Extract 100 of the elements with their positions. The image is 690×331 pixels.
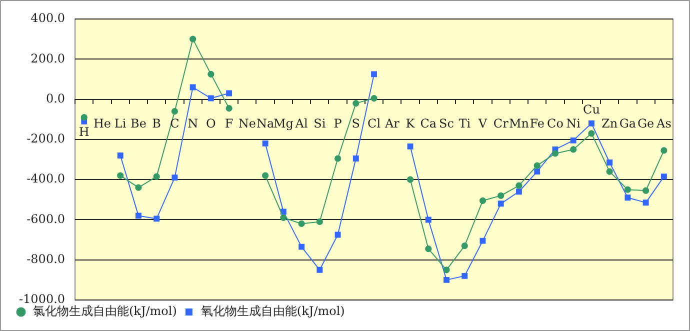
point xyxy=(444,276,450,283)
x-tick-label: Ge xyxy=(637,116,654,130)
x-tick-label: Be xyxy=(130,116,146,130)
y-tick-label: -400.0 xyxy=(26,172,66,186)
point xyxy=(425,216,432,223)
x-tick-label: Ni xyxy=(566,116,581,130)
x-tick-label: As xyxy=(656,116,672,130)
point xyxy=(425,246,432,252)
point xyxy=(479,197,486,204)
x-tick-label: V xyxy=(477,116,488,130)
x-tick-label: F xyxy=(224,116,234,130)
point xyxy=(316,266,323,273)
x-tick-label: S xyxy=(352,116,360,130)
x-tick-label: Al xyxy=(294,116,308,130)
point xyxy=(516,182,522,189)
y-tick-label: 400.0 xyxy=(30,11,66,26)
point xyxy=(624,186,631,193)
x-tick-label: Ti xyxy=(458,116,471,130)
x-tick-label: Ga xyxy=(619,116,636,130)
point xyxy=(570,137,576,144)
point xyxy=(280,214,287,222)
x-tick-label: Mn xyxy=(508,116,530,130)
x-tick-label: O xyxy=(206,116,216,130)
x-tick-label: Si xyxy=(314,116,326,130)
point xyxy=(588,120,594,126)
point xyxy=(262,172,269,179)
point xyxy=(171,108,178,115)
point xyxy=(443,266,450,274)
point xyxy=(262,140,268,146)
legend-label: 氧化物生成自由能(kJ/mol) xyxy=(200,304,345,318)
legend-label: 氯化物生成自由能(kJ/mol) xyxy=(33,304,177,318)
x-tick-label: Mg xyxy=(273,116,294,130)
point xyxy=(280,208,286,215)
x-tick-label: Li xyxy=(114,116,126,130)
y-tick-label: 200.0 xyxy=(30,51,66,66)
point xyxy=(606,160,613,166)
point xyxy=(135,184,142,191)
point xyxy=(480,238,486,244)
point xyxy=(334,155,342,162)
y-tick-label: -200.0 xyxy=(26,132,66,146)
point xyxy=(226,105,232,112)
point xyxy=(606,168,613,175)
point xyxy=(117,152,124,158)
point xyxy=(298,244,305,250)
x-tick-label: Co xyxy=(547,116,564,130)
point xyxy=(588,130,595,137)
point xyxy=(534,162,540,169)
point xyxy=(407,143,414,150)
point xyxy=(406,176,414,183)
x-tick-label: Ne xyxy=(238,116,256,130)
point xyxy=(190,84,196,90)
y-tick-label: -600.0 xyxy=(26,212,66,226)
x-tick-label: Cr xyxy=(493,116,509,130)
point xyxy=(570,146,577,153)
point xyxy=(370,94,378,102)
point xyxy=(624,194,631,201)
point xyxy=(135,212,142,219)
point xyxy=(642,200,649,206)
point xyxy=(660,147,668,154)
point xyxy=(208,95,214,102)
point xyxy=(153,173,160,180)
point xyxy=(117,172,124,179)
point xyxy=(298,220,305,228)
point xyxy=(371,71,377,78)
x-tick-label: B xyxy=(152,116,162,130)
point xyxy=(660,174,667,180)
x-tick-label: Na xyxy=(256,116,274,130)
point xyxy=(516,188,522,195)
x-tick-label: Sc xyxy=(439,116,454,130)
point xyxy=(316,218,323,226)
point xyxy=(352,156,359,162)
x-tick-label: P xyxy=(334,116,342,130)
point xyxy=(642,187,650,194)
x-tick-label: K xyxy=(406,116,416,130)
point xyxy=(172,174,178,181)
point xyxy=(498,192,504,199)
point xyxy=(534,168,540,175)
point xyxy=(352,100,360,107)
point xyxy=(80,114,88,121)
point xyxy=(461,242,468,250)
point xyxy=(226,90,232,96)
y-tick-label: 0.0 xyxy=(46,91,66,106)
x-tick-label: Cu xyxy=(583,102,600,116)
point xyxy=(208,70,214,78)
point xyxy=(190,36,196,42)
point xyxy=(552,150,559,157)
point xyxy=(334,232,341,238)
x-tick-label: Zn xyxy=(602,116,618,130)
y-tick-label: -800.0 xyxy=(26,252,66,266)
point xyxy=(498,200,504,207)
x-tick-label: Cl xyxy=(368,116,381,130)
point xyxy=(154,216,160,222)
x-tick-label: Ca xyxy=(420,116,437,130)
x-tick-label: Ar xyxy=(384,116,400,130)
x-tick-label: H xyxy=(78,124,90,139)
x-tick-label: He xyxy=(93,116,112,130)
y-tick-label: -1000.0 xyxy=(18,292,66,306)
point xyxy=(462,272,468,279)
x-tick-label: N xyxy=(188,116,198,130)
x-tick-label: Fe xyxy=(530,116,544,130)
